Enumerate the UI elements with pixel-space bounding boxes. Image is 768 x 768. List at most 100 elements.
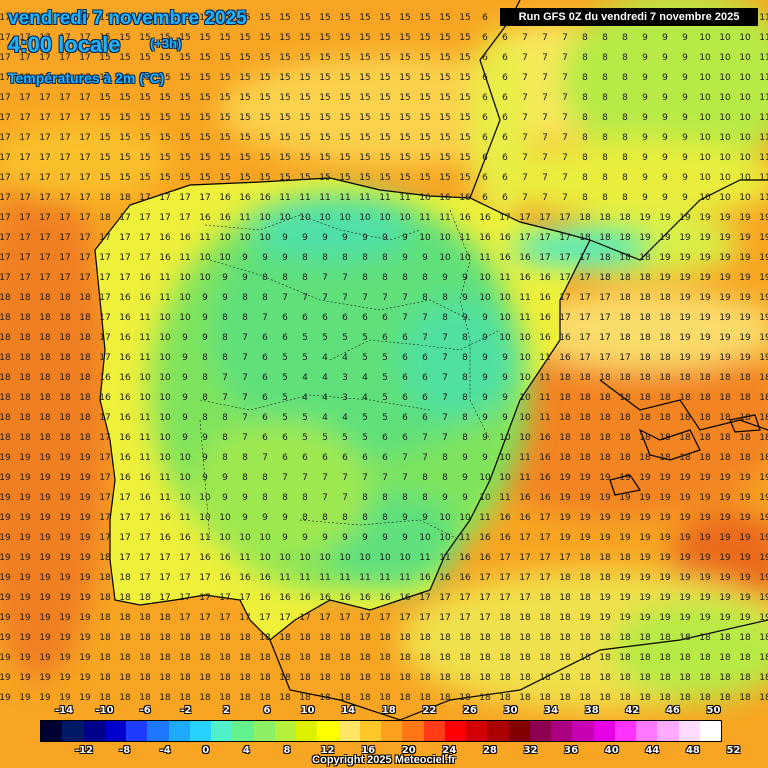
grid-temperature-value: 17 (419, 593, 430, 603)
grid-temperature-value: 8 (622, 193, 628, 203)
grid-temperature-value: 17 (159, 553, 170, 563)
grid-temperature-value: 18 (199, 633, 211, 643)
grid-temperature-value: 17 (559, 553, 570, 563)
grid-temperature-value: 17 (499, 573, 510, 583)
grid-temperature-value: 17 (19, 53, 30, 63)
grid-temperature-value: 10 (739, 173, 751, 183)
grid-temperature-value: 10 (739, 53, 751, 63)
colorbar-tick-label: 16 (361, 745, 376, 756)
grid-temperature-value: 18 (79, 333, 91, 343)
colorbar-segment (232, 721, 254, 741)
grid-temperature-value: 8 (622, 153, 628, 163)
grid-temperature-value: 18 (559, 413, 571, 423)
grid-temperature-value: 17 (79, 133, 90, 143)
grid-temperature-value: 16 (199, 213, 211, 223)
grid-temperature-value: 19 (79, 673, 91, 683)
grid-temperature-value: 18 (559, 453, 571, 463)
grid-temperature-value: 15 (259, 93, 270, 103)
grid-temperature-value: 15 (439, 133, 450, 143)
grid-temperature-value: 9 (662, 33, 668, 43)
grid-temperature-value: 15 (379, 33, 390, 43)
grid-temperature-value: 9 (682, 173, 688, 183)
grid-temperature-value: 18 (759, 673, 768, 683)
grid-temperature-value: 17 (539, 533, 550, 543)
grid-temperature-value: 18 (239, 633, 251, 643)
grid-temperature-value: 17 (259, 613, 270, 623)
grid-temperature-value: 6 (482, 33, 488, 43)
grid-temperature-value: 15 (199, 113, 210, 123)
grid-temperature-value: 17 (39, 33, 50, 43)
grid-temperature-value: 19 (759, 613, 768, 623)
grid-temperature-value: 18 (619, 553, 631, 563)
grid-temperature-value: 7 (562, 153, 568, 163)
grid-temperature-value: 19 (79, 633, 91, 643)
grid-temperature-value: 17 (59, 113, 70, 123)
grid-temperature-value: 8 (282, 273, 288, 283)
grid-temperature-value: 9 (362, 533, 368, 543)
grid-temperature-value: 9 (182, 353, 188, 363)
colorbar-tick-label: -4 (159, 745, 171, 756)
grid-temperature-value: 9 (402, 253, 408, 263)
grid-temperature-value: 7 (562, 173, 568, 183)
grid-temperature-value: 7 (542, 133, 548, 143)
grid-temperature-value: 6 (482, 93, 488, 103)
grid-temperature-value: 8 (322, 253, 328, 263)
grid-temperature-value: 19 (679, 573, 691, 583)
grid-temperature-value: 8 (442, 313, 448, 323)
grid-temperature-value: 9 (302, 533, 308, 543)
grid-temperature-value: 10 (299, 213, 311, 223)
grid-temperature-value: 15 (139, 73, 150, 83)
grid-temperature-value: 19 (719, 513, 731, 523)
grid-temperature-value: 18 (79, 373, 91, 383)
grid-temperature-value: 17 (579, 253, 590, 263)
grid-temperature-value: 18 (159, 613, 171, 623)
grid-temperature-value: 9 (662, 193, 668, 203)
grid-temperature-value: 15 (179, 93, 190, 103)
grid-temperature-value: 18 (359, 693, 371, 703)
colorbar-segment (423, 721, 445, 741)
grid-temperature-value: 18 (0, 413, 11, 423)
grid-temperature-value: 15 (399, 173, 410, 183)
grid-temperature-value: 6 (482, 13, 488, 23)
grid-temperature-value: 7 (402, 313, 408, 323)
grid-temperature-value: 17 (579, 333, 590, 343)
grid-temperature-value: 10 (699, 133, 711, 143)
grid-temperature-value: 15 (419, 173, 430, 183)
grid-temperature-value: 17 (139, 213, 150, 223)
grid-temperature-value: 15 (199, 13, 210, 23)
grid-temperature-value: 18 (679, 433, 691, 443)
grid-temperature-value: 7 (542, 73, 548, 83)
grid-temperature-value: 11 (759, 113, 768, 123)
grid-temperature-value: 18 (79, 433, 91, 443)
grid-temperature-value: 17 (599, 333, 610, 343)
grid-temperature-value: 10 (519, 413, 531, 423)
grid-temperature-value: 18 (599, 553, 611, 563)
grid-temperature-value: 15 (439, 13, 450, 23)
grid-temperature-value: 7 (522, 193, 528, 203)
grid-temperature-value: 17 (99, 413, 110, 423)
grid-temperature-value: 16 (499, 533, 511, 543)
grid-temperature-value: 15 (119, 113, 130, 123)
grid-temperature-value: 17 (39, 273, 50, 283)
grid-temperature-value: 19 (759, 473, 768, 483)
grid-temperature-value: 11 (279, 193, 290, 203)
colorbar-segment (338, 721, 360, 741)
grid-temperature-value: 18 (639, 313, 651, 323)
grid-temperature-value: 19 (699, 333, 711, 343)
grid-temperature-value: 11 (439, 213, 450, 223)
grid-temperature-value: 17 (119, 513, 130, 523)
grid-temperature-value: 18 (619, 413, 631, 423)
grid-temperature-value: 17 (39, 13, 50, 23)
grid-temperature-value: 8 (622, 173, 628, 183)
grid-temperature-value: 7 (522, 133, 528, 143)
grid-temperature-value: 6 (402, 433, 408, 443)
colorbar-segment (296, 721, 318, 741)
grid-temperature-value: 15 (399, 33, 410, 43)
colorbar-segment (572, 721, 594, 741)
grid-temperature-value: 17 (159, 593, 170, 603)
grid-temperature-value: 19 (19, 473, 31, 483)
grid-temperature-value: 10 (739, 153, 751, 163)
grid-temperature-value: 8 (362, 493, 368, 503)
grid-temperature-value: 15 (99, 93, 110, 103)
grid-temperature-value: 18 (599, 273, 611, 283)
